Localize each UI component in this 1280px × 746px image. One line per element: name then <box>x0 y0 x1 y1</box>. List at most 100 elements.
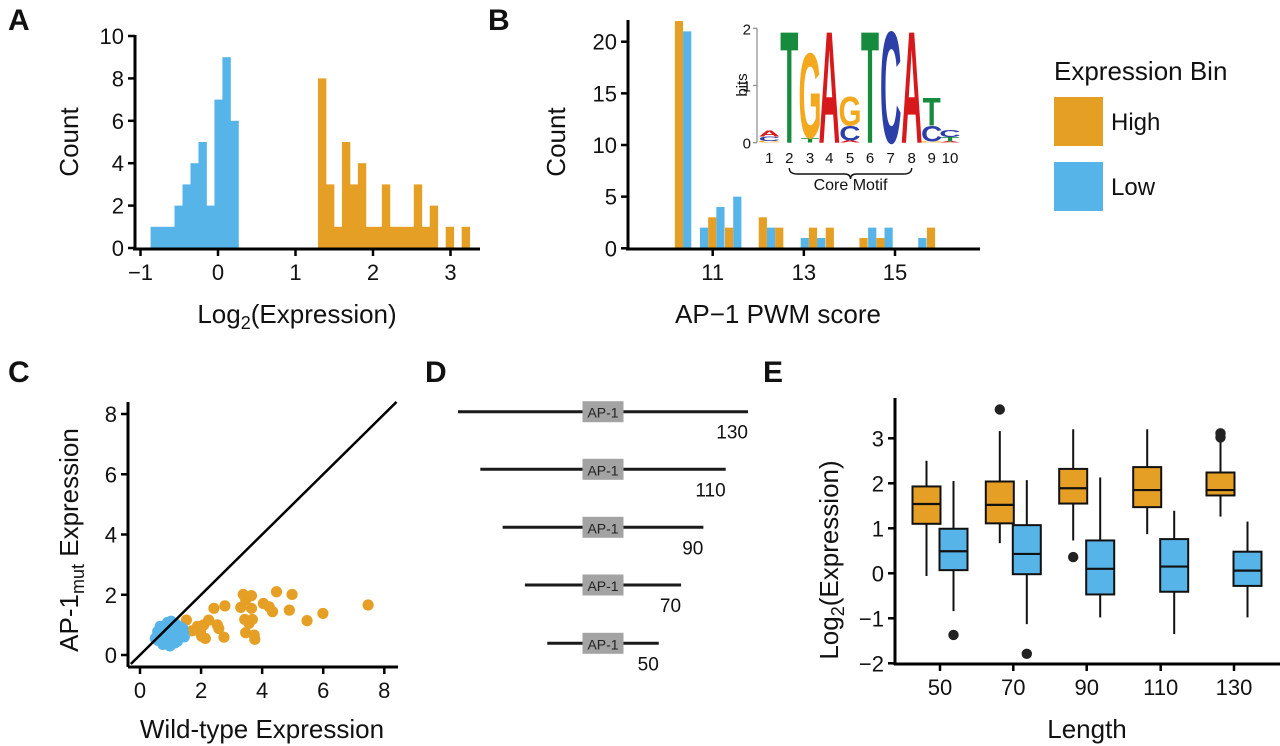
x-tick-label: 2 <box>367 260 379 285</box>
x-axis-title-main: Log <box>197 299 240 329</box>
histogram-bar-low <box>158 226 167 248</box>
box-iqr <box>938 527 969 572</box>
x-axis-title-tail: (Expression) <box>251 299 397 329</box>
histogram-bar-high <box>349 184 359 248</box>
logo-position-label: 6 <box>866 150 874 167</box>
histogram-bar-low <box>174 205 183 248</box>
histogram-bar-high <box>317 78 327 249</box>
box-iqr <box>1085 539 1116 596</box>
histogram-bar-high <box>413 184 423 248</box>
logo-y-tick-label: 0 <box>743 136 751 153</box>
logo-y-tick-label: 2 <box>743 21 751 38</box>
construct-length-label: 90 <box>682 538 703 559</box>
bar-low <box>884 227 893 249</box>
point-high <box>266 606 279 618</box>
y-tick-label: 0 <box>105 643 117 668</box>
bar-low <box>716 206 725 249</box>
x-tick-label: 70 <box>1001 675 1025 700</box>
logo-letter-a: A <box>901 0 922 177</box>
histogram-bar-high <box>405 226 415 248</box>
axes: 0 2 4 6 8 0 2 4 6 8 <box>105 402 398 703</box>
histogram-bar-high <box>389 226 399 248</box>
histogram-bar-high <box>429 205 439 248</box>
boxplot-low-50 <box>938 481 969 641</box>
panel-d-construct-diagram: AP-1 130 AP-1 110 AP-1 90 AP-1 70 AP-1 50 <box>458 401 748 675</box>
ap1-site-box <box>582 401 624 423</box>
outlier-point <box>994 404 1005 415</box>
x-tick-label: 2 <box>195 678 207 703</box>
point-high <box>301 615 313 627</box>
x-axis-title: Length <box>1047 714 1127 744</box>
point-high <box>283 604 295 616</box>
point-high <box>245 590 258 602</box>
bar-high <box>758 217 767 249</box>
logo-letter-g: G <box>798 28 821 164</box>
histogram-bar-high <box>373 226 383 248</box>
point-high <box>196 630 208 642</box>
legend-swatch-low <box>1054 162 1103 211</box>
construct-length-label: 130 <box>716 423 748 444</box>
y-axis-title-subscript: 2 <box>828 606 848 616</box>
x-tick-label: 3 <box>444 260 456 285</box>
y-axis-title-main: AP-1 <box>54 594 84 652</box>
panel-c-scatter: 0 2 4 6 8 0 2 4 6 8 AP-1mut Expression Wild-type … <box>54 401 398 744</box>
bar-high <box>674 21 684 249</box>
y-axis-title: Count <box>541 107 571 177</box>
box-iqr <box>1058 467 1089 505</box>
logo-position-label: 3 <box>806 150 814 167</box>
histogram-bar-low <box>198 142 207 248</box>
box-iqr <box>984 480 1015 525</box>
y-tick-label: 0 <box>605 236 617 261</box>
y-tick-label: 8 <box>105 402 117 427</box>
point-high <box>362 599 374 611</box>
logo-position-label: 4 <box>825 150 833 167</box>
logo-letter-g: G <box>838 88 861 135</box>
boxplots <box>911 404 1263 660</box>
point-high <box>245 602 258 614</box>
y-tick-label: 5 <box>605 185 617 210</box>
x-tick-label: 0 <box>134 678 146 703</box>
box-iqr <box>911 485 942 525</box>
bar-high <box>825 227 834 249</box>
logo-position-label: 8 <box>908 150 916 167</box>
logo-letter-t: T <box>861 0 879 177</box>
box-iqr <box>1232 550 1263 587</box>
logo-letter-c: C <box>921 121 942 147</box>
y-tick-label: 2 <box>872 471 884 496</box>
x-axis-title: Log2(Expression) <box>197 299 396 333</box>
legend-label-low: Low <box>1111 174 1156 201</box>
point-high <box>208 602 220 614</box>
y-tick-label: 10 <box>100 24 124 49</box>
y-tick-label: 10 <box>593 133 617 158</box>
logo-position-label: 1 <box>765 150 773 167</box>
x-tick-label: 50 <box>928 675 952 700</box>
panel-label-e: E <box>763 356 783 389</box>
y-axis-title-main: Log <box>814 616 844 659</box>
x-axis-title: Wild-type Expression <box>140 714 384 744</box>
logo-letter-c: C <box>880 0 901 177</box>
outlier-point <box>1215 428 1226 439</box>
histogram-bar-high <box>357 163 367 248</box>
histogram-bar-high <box>333 226 343 248</box>
bar-low <box>683 31 692 249</box>
logo-letter-a: A <box>819 0 840 177</box>
histogram-bar-low <box>222 57 231 249</box>
point-high <box>180 614 193 626</box>
y-axis-title-tail: (Expression) <box>814 460 844 606</box>
boxplot-low-110 <box>1159 510 1190 635</box>
core-motif-brace <box>788 167 913 180</box>
point-high <box>317 607 329 620</box>
box-iqr <box>1011 524 1042 576</box>
point-high <box>219 600 231 612</box>
x-tick-label: 15 <box>883 260 907 285</box>
point-high <box>249 633 261 645</box>
x-tick-label: 110 <box>1143 675 1178 700</box>
bar-low <box>868 227 877 249</box>
bar-high <box>859 237 868 249</box>
histogram-bar-low <box>214 99 223 248</box>
point-high <box>203 614 215 626</box>
